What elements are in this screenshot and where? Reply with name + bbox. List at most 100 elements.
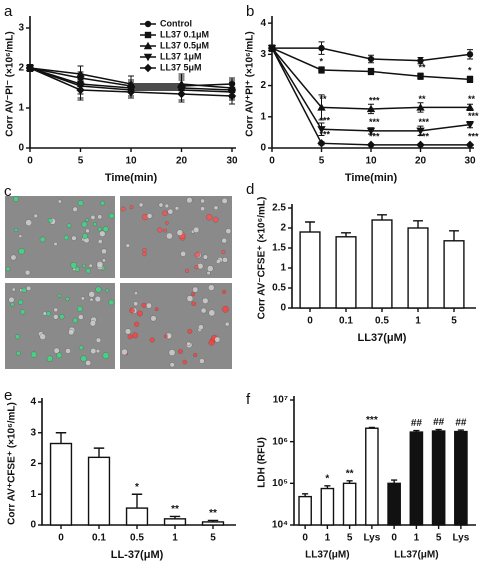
cell (190, 292, 196, 297)
cell (46, 311, 51, 317)
x-tick-label: 5 (210, 533, 216, 544)
cell (127, 334, 133, 340)
cell (176, 229, 183, 236)
cell (95, 348, 101, 354)
cell (26, 285, 32, 291)
y-tick-label: 4 (30, 397, 36, 408)
cell (168, 349, 176, 356)
bar (409, 431, 424, 526)
value-label: * (135, 482, 139, 493)
legend-marker (143, 41, 153, 50)
cell (85, 228, 90, 234)
legend-marker (144, 31, 152, 39)
bar (454, 430, 468, 526)
cell (208, 339, 215, 346)
y-tick-label: 10⁴ (272, 520, 288, 531)
cell (65, 296, 70, 302)
cell (202, 297, 209, 304)
cell (133, 301, 139, 307)
x-tick-label: 1 (414, 533, 420, 544)
x-tick-label: 20 (415, 156, 427, 167)
marker (267, 43, 277, 53)
y-tick-label: 1 (18, 103, 24, 114)
y-tick-label: 2 (260, 80, 266, 91)
x-tick-label: 1 (415, 316, 421, 327)
cell (81, 221, 88, 228)
x-tick-label: 5 (436, 533, 442, 544)
cell (68, 329, 75, 336)
cell (80, 296, 85, 301)
value-label: *** (419, 117, 430, 127)
value-label: * (468, 66, 472, 76)
y-tick-label: 2 (280, 223, 286, 234)
y-tick-label: 2 (30, 458, 36, 469)
value-label: ** (346, 468, 354, 479)
cell (215, 259, 221, 264)
error-bar (377, 214, 387, 220)
cell (11, 287, 16, 292)
cell (65, 348, 71, 354)
cell (14, 227, 19, 232)
cell (142, 248, 147, 253)
cell (208, 284, 215, 291)
cell (89, 320, 96, 327)
cell (165, 221, 169, 225)
marker (466, 76, 474, 83)
cell (78, 345, 84, 351)
cell (194, 252, 201, 258)
bar (335, 236, 357, 309)
cell (214, 336, 221, 343)
bar (299, 231, 321, 309)
cell (154, 307, 159, 312)
x-tick-label: 20 (176, 156, 188, 167)
cell (30, 351, 38, 358)
cell (180, 250, 187, 257)
cell (150, 315, 157, 322)
bar (163, 518, 187, 526)
cell (101, 248, 107, 255)
y-tick-label: 3 (30, 427, 36, 438)
cell (70, 262, 78, 269)
cell (89, 297, 94, 302)
marker (466, 51, 474, 58)
cell (53, 242, 58, 247)
x-axis-label: LL37(μM) (358, 332, 407, 344)
x-tick-label: 1 (172, 533, 178, 544)
cell (158, 202, 164, 208)
cell (10, 302, 15, 307)
marker (465, 103, 475, 111)
bar (201, 521, 225, 526)
legend-label: LL37 0.1μM (160, 29, 209, 39)
value-label: ## (455, 418, 467, 429)
x-tick-label: 0 (391, 533, 397, 544)
cell (25, 219, 33, 227)
cell (53, 307, 58, 313)
x-axis-label: Time(min) (105, 172, 158, 184)
y-tick-label: 1.5 (272, 243, 286, 254)
cell (10, 254, 17, 261)
cell (78, 314, 84, 320)
cell (97, 214, 103, 220)
legend-marker (143, 53, 153, 62)
cell (200, 198, 205, 204)
cell (99, 230, 106, 237)
legend-label: LL37 1μM (160, 51, 202, 61)
cell (205, 213, 213, 221)
cell (186, 197, 193, 204)
y-tick-label: 1 (280, 263, 286, 274)
y-tick-label: 1 (260, 111, 266, 122)
cell (85, 268, 91, 274)
panel-label: b (246, 3, 254, 20)
marker (317, 103, 326, 111)
marker (366, 104, 376, 113)
marker (76, 85, 85, 95)
cell (53, 347, 60, 354)
cell (137, 310, 143, 317)
error-bar (413, 220, 423, 228)
panel-label: e (4, 387, 12, 404)
cell (164, 203, 170, 209)
x-tick-label: 30 (226, 156, 238, 167)
value-label: *** (320, 116, 331, 126)
marker (417, 57, 424, 64)
